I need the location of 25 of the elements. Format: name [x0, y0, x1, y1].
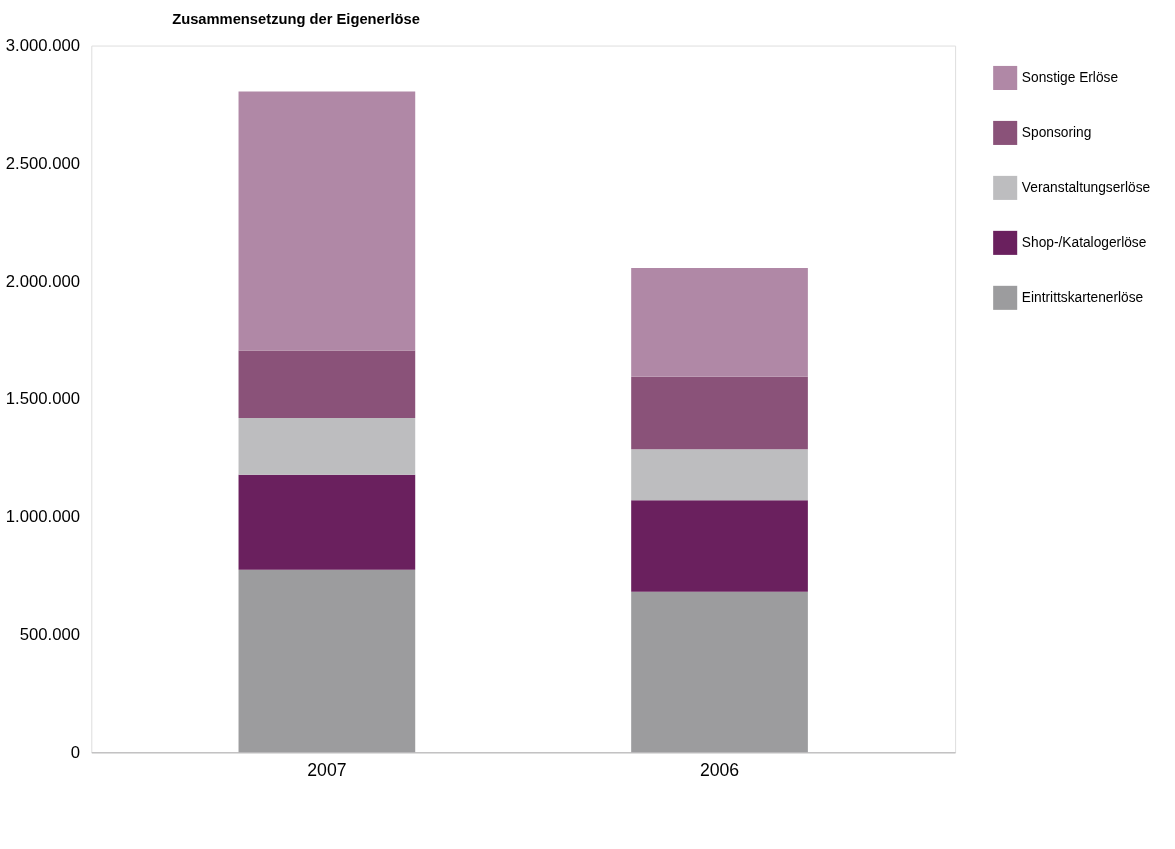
x-tick-label: 2007 — [307, 760, 347, 781]
y-tick-label: 0 — [70, 742, 80, 762]
bar — [631, 500, 808, 592]
y-tick-label: 1.500.000 — [5, 389, 80, 409]
bar — [238, 474, 416, 570]
bar — [238, 418, 416, 475]
legend-label: Eintrittskartenerlöse — [1021, 289, 1144, 305]
bar — [238, 569, 416, 753]
y-tick-label: 3.000.000 — [5, 35, 80, 55]
bar — [631, 267, 808, 377]
y-tick-label: 500.000 — [19, 624, 80, 644]
legend-label: Sponsoring — [1021, 124, 1092, 140]
bar — [631, 376, 808, 450]
bar — [631, 449, 808, 501]
legend-label: Shop-/Katalogerlöse — [1021, 234, 1147, 250]
chart-title: Zusammensetzung der Eigenerlöse — [172, 10, 420, 27]
y-tick-label: 2.000.000 — [5, 271, 80, 291]
bar — [631, 591, 808, 753]
y-tick-label: 2.500.000 — [5, 153, 80, 173]
legend-label: Veranstaltungserlöse — [1021, 179, 1151, 195]
bar — [238, 350, 416, 419]
x-tick-label: 2006 — [699, 760, 740, 781]
bar — [238, 91, 416, 351]
legend-label: Sonstige Erlöse — [1021, 69, 1119, 85]
y-tick-label: 1.000.000 — [5, 507, 80, 527]
